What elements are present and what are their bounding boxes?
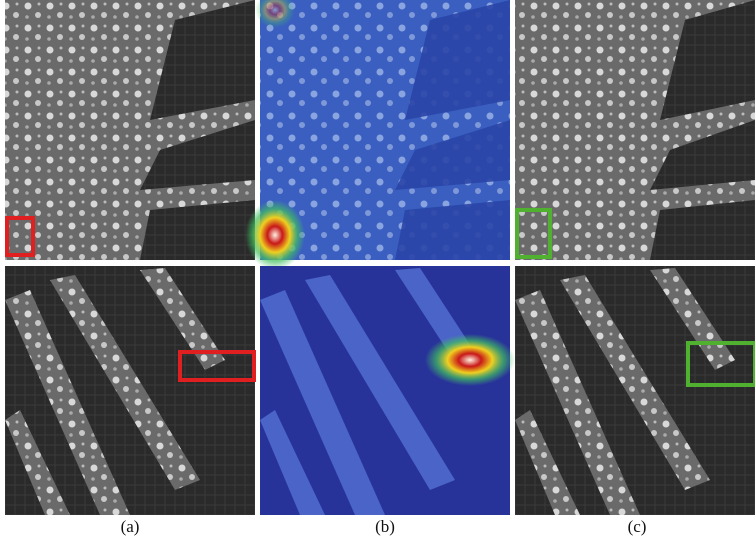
figure: (a) (b) (c): [0, 0, 755, 538]
panel-a-top: [5, 0, 255, 260]
caption: (b): [375, 517, 395, 536]
panel-a-bottom: [5, 266, 255, 515]
panel-c-top: [515, 0, 755, 260]
panel-b-bottom: [260, 266, 515, 515]
caption: (a): [121, 517, 140, 536]
caption: (c): [628, 517, 647, 536]
panel-b-top: [245, 0, 510, 270]
panel-c-bottom: [515, 266, 755, 515]
